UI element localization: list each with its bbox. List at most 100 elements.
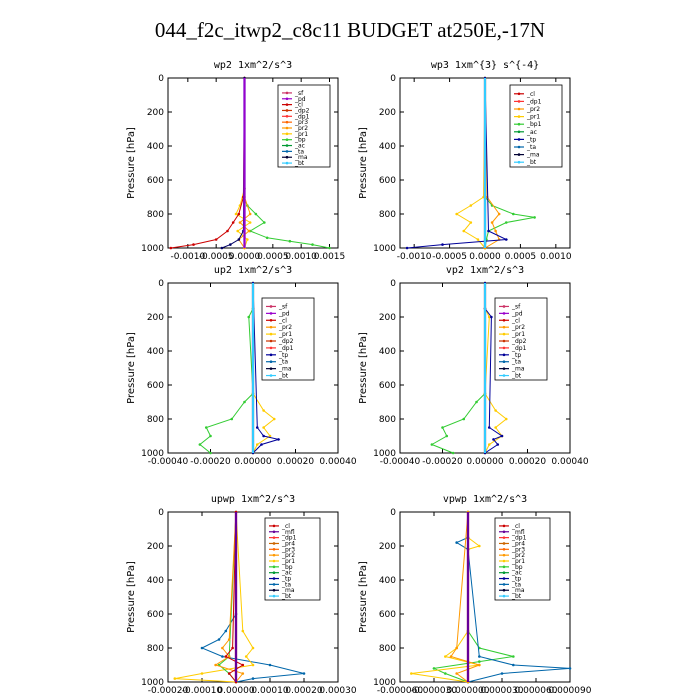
series-point-pr1 [272,417,276,421]
y-tick-label: 0 [158,279,164,289]
legend-entry: _bt [511,373,522,380]
chart-panel-5: upwp 1xm^2/s^3 Pressure [hPa] 0 200 400 600 80… [126,494,357,696]
y-tick-label: 400 [379,347,396,357]
y-tick-label: 200 [379,108,396,118]
series-point-ta [568,667,572,670]
legend-entry: _ac [526,129,537,136]
series-point-pr2 [478,663,481,667]
series-point-tp [487,229,490,233]
series-point-pr1 [200,672,204,675]
series-point-tp [504,238,508,241]
series-point-tp [405,246,409,250]
series-point-dp1 [430,443,434,446]
series-point-ac [504,221,508,224]
series-point-tp [496,443,500,446]
series-point-bp [263,221,266,224]
legend-marker [272,530,276,534]
series-point-dp1 [247,315,251,319]
legend-marker [502,542,506,545]
series-point-pr1 [173,677,177,680]
series-point-bp [432,667,436,670]
legend-marker [285,161,289,165]
legend-entry: _cl [278,317,287,324]
series-point-tp [492,438,495,441]
legend-marker [502,565,506,569]
legend-entry: _ma [511,366,525,373]
legend-entry: _pr2 [278,324,292,331]
x-tick-label: -0.0010 [397,252,432,262]
legend: _sf_pd_cl_pr2_pr1_dp2_dp1_tp_ta_ma_bt [494,297,548,381]
series-point-bp [311,243,314,246]
chart-panel-2: wp3 1xm^{3} s^{-4} Pressure [hPa] 0 200 400 6… [358,60,572,262]
series-point-tp [255,426,259,429]
legend: _cl_mfl_dp1_pr4_pr3_pr2_pr1_bp_ac_tp_ta_… [494,517,551,601]
legend: _sf_pd_cl_dp2_dp1_pr3_pr2_pr1_bp_ac_ta_m… [277,84,331,168]
series-point-dp1 [227,672,231,675]
series-point-dp1 [241,663,245,667]
chart-title: up2 1xm^2/s^3 [214,265,292,276]
legend-marker [502,312,506,315]
x-tick-label: 0.0015 [314,252,346,262]
series-point-bp [328,246,331,250]
legend-box [509,84,563,168]
series-point-tp [441,243,444,246]
plot-frame [167,77,339,249]
legend-marker [285,97,289,101]
legend-marker [272,594,276,598]
legend-entry: _cl [294,102,303,109]
legend-marker [502,577,506,580]
legend-entry: _pr2 [511,324,525,331]
legend-marker [517,145,521,149]
legend-entry: _cl [511,523,520,530]
series-point-pr1 [255,443,259,446]
legend-entry: _tp [526,136,536,143]
legend-marker [502,325,506,329]
series-point-pr1 [444,655,447,658]
x-tick-label: -0.00020 [422,457,463,467]
series-line-pr1 [484,283,508,454]
y-axis-label: Pressure [hPa] [126,332,137,404]
series-point-ta [478,655,481,658]
legend-marker [502,583,506,586]
x-tick-label: -0.0010 [170,252,205,262]
series-line-pr1 [455,77,486,249]
y-tick-label: 600 [379,381,396,391]
x-tick-label: 0.0010 [540,252,572,262]
y-tick-label: 0 [158,508,164,518]
series-point-dp1 [230,417,234,421]
legend-marker [272,548,276,551]
legend-marker [285,115,289,118]
series-point-pr2 [227,638,231,641]
legend-marker [502,559,506,563]
legend-marker [269,332,273,336]
series-point-bp [288,239,292,243]
legend-entry: _ta [526,144,536,151]
series-point-dp2 [169,246,173,250]
legend-entry: _ta [511,581,521,588]
legend-marker [502,524,506,528]
y-tick-label: 0 [390,279,396,289]
legend-entry: _ac [281,570,292,577]
legend-marker [272,571,276,574]
legend-marker [502,346,506,350]
legend-marker [285,144,289,147]
legend-entry: _cl [511,317,520,324]
chart-title: wp3 1xm^{3} s^{-4} [431,60,539,71]
legend-entry: _dp1 [294,113,310,120]
legend-entry: _tp [281,576,291,583]
series-point-dp1 [243,400,246,404]
legend-entry: _pr2 [511,552,525,559]
x-tick-label: 0.00040 [551,457,588,467]
y-axis-label: Pressure [hPa] [358,127,369,199]
legend-entry: _pd [278,310,290,317]
legend-entry: _cl [526,91,535,98]
series-point-ta [200,646,204,650]
y-tick-label: 600 [379,176,396,186]
x-tick-label: 0.00000 [234,457,271,467]
series-point-dp1 [209,451,212,455]
legend-marker [272,524,276,528]
legend-marker [517,160,521,164]
legend-marker [502,353,506,357]
legend-marker [502,318,506,322]
series-point-ta [500,672,504,675]
